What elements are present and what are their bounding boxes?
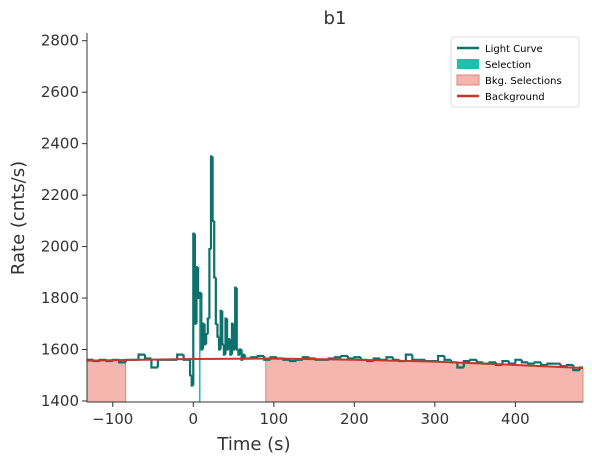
light-curve-step	[156, 358, 165, 368]
y-tick-label: 1400	[41, 392, 79, 410]
light-curve-step	[404, 353, 413, 362]
legend-box	[450, 36, 580, 108]
light-curve-step	[527, 362, 535, 365]
x-tick-label: 300	[421, 410, 450, 428]
selection	[198, 298, 201, 402]
x-tick-label: −100	[92, 410, 133, 428]
light-curve-step	[195, 266, 199, 324]
y-tick-label: 2800	[41, 32, 79, 50]
light-curve-step	[456, 362, 464, 369]
legend-swatch	[457, 59, 479, 69]
background-line	[86, 357, 584, 370]
y-tick-label: 2000	[41, 238, 79, 256]
light-curve-step	[333, 356, 342, 359]
legend-label: Background	[485, 92, 545, 103]
light-curve-step	[213, 220, 216, 279]
x-tick-label: 0	[189, 410, 199, 428]
light-curve-step	[443, 355, 451, 361]
light-curve-step	[263, 355, 271, 361]
light-curve-step	[176, 353, 184, 360]
light-curve-step	[436, 354, 445, 362]
light-curve-step	[235, 287, 239, 351]
light-curve-step	[214, 277, 218, 325]
light-curve-step	[514, 358, 522, 364]
light-curve-step	[346, 355, 355, 360]
y-tick-label: 2200	[41, 186, 79, 204]
y-axis-label: Rate (cnts/s)	[8, 161, 29, 275]
light-curve-step	[237, 349, 240, 356]
y-tick-label: 2400	[41, 135, 79, 153]
chart-title: b1	[324, 8, 347, 29]
light-curve-step	[565, 363, 574, 367]
light-curve-step	[520, 359, 529, 364]
light-curve-step	[222, 344, 226, 356]
light-curve-step	[288, 359, 297, 363]
light-curve-step	[230, 322, 234, 355]
legend-label: Light Curve	[485, 44, 543, 55]
light-curve-step	[211, 156, 215, 222]
light-curve-step	[353, 356, 361, 359]
light-curve-step	[340, 354, 348, 358]
x-tick-label: 100	[259, 410, 288, 428]
light-curve-step	[208, 248, 211, 319]
light-curve-step	[469, 358, 477, 362]
light-curve-step	[203, 323, 207, 346]
light-curve-step	[216, 323, 220, 338]
light-curve-step	[188, 359, 192, 377]
y-tick-label: 1600	[41, 341, 79, 359]
light-curve-step	[137, 353, 145, 360]
light-curve-step	[533, 361, 542, 364]
light-curve-step	[221, 310, 224, 346]
light-curve-step	[197, 267, 200, 300]
light-curve-step	[385, 356, 393, 360]
x-axis-label: Time (s)	[216, 434, 290, 455]
x-tick-label: 400	[501, 410, 530, 428]
light-curve-step	[391, 357, 400, 361]
light-curve-step	[540, 362, 548, 367]
y-tick-label: 2600	[41, 83, 79, 101]
light-curve-step	[411, 354, 419, 361]
legend-swatch	[456, 74, 480, 86]
light-curve-step	[546, 362, 555, 365]
legend-label: Selection	[485, 60, 531, 71]
y-tick-label: 1800	[41, 289, 79, 307]
light-curve-step	[201, 322, 205, 350]
light-curve-step	[150, 358, 158, 369]
light-curve-step	[295, 358, 303, 362]
light-curve-step	[462, 359, 471, 368]
light-curve-step	[256, 354, 265, 358]
legend-label: Bkg. Selections	[485, 76, 562, 87]
light-curve-step	[227, 338, 231, 350]
light-curve-step	[229, 339, 232, 356]
light-curve-step	[507, 361, 516, 365]
light-curve-step	[475, 359, 484, 364]
x-tick-label: 200	[340, 410, 369, 428]
light-curve-step	[238, 348, 242, 355]
light-curve-step	[206, 317, 210, 335]
bkg-selection	[86, 359, 127, 403]
light-curve-step	[192, 232, 195, 386]
light-curve-step	[198, 291, 202, 299]
light-curve-step	[205, 332, 208, 345]
light-curve-step	[143, 354, 152, 360]
